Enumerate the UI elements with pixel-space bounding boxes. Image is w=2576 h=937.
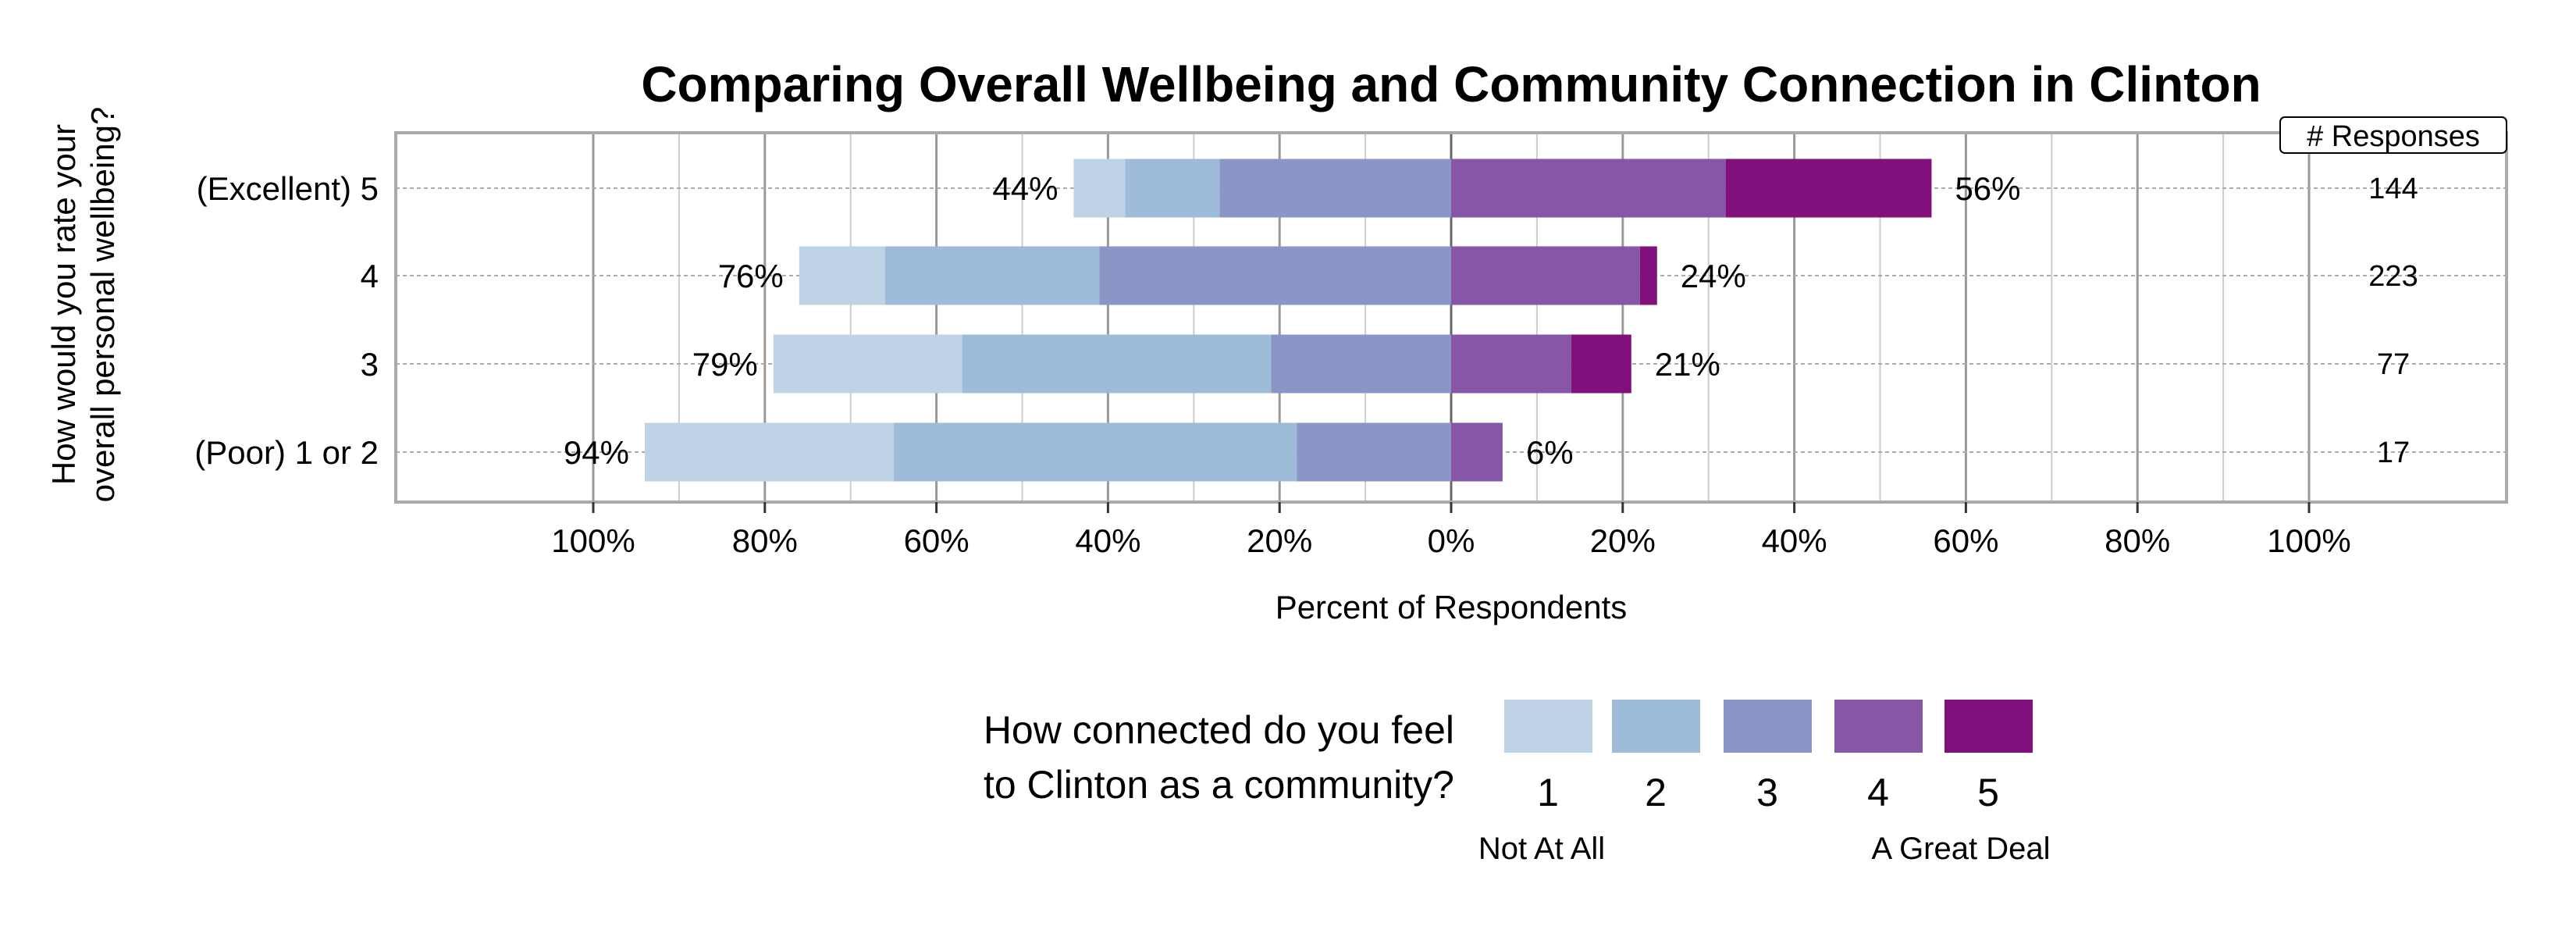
response-count: 17 <box>2377 436 2410 469</box>
x-tick-label: 40% <box>1075 522 1140 559</box>
bar-segment-3 <box>1297 422 1451 482</box>
response-count: 223 <box>2368 260 2418 293</box>
chart-title: Comparing Overall Wellbeing and Communit… <box>641 56 2261 112</box>
bar-segment-4 <box>1451 246 1640 305</box>
bar-segment-3 <box>1271 334 1451 394</box>
x-axis: 100% 80% 60% 40% 20% 0% 20% 40% 60% 80% 100% <box>551 502 2351 559</box>
y-tick-label: 3 <box>361 346 379 383</box>
bar-segment-2 <box>893 422 1297 482</box>
bar-segment-1 <box>644 422 894 482</box>
x-tick-label: 60% <box>1933 522 1998 559</box>
responses-header-text: # Responses <box>2307 120 2480 153</box>
x-tick-label: 60% <box>904 522 970 559</box>
negative-percent-label: 76% <box>718 258 784 294</box>
legend-title-line-2: to Clinton as a community? <box>984 763 1454 807</box>
legend-label-2: 2 <box>1645 771 1667 814</box>
legend-swatch-1 <box>1504 700 1592 753</box>
bar-segment-1 <box>799 246 885 305</box>
response-count: 144 <box>2368 173 2418 205</box>
legend-swatch-3 <box>1724 700 1812 753</box>
responses-column: 144 223 77 17 <box>2368 173 2418 469</box>
legend-swatch-5 <box>1944 700 2033 753</box>
bar-segment-3 <box>1099 246 1451 305</box>
responses-header: # Responses <box>2279 116 2507 154</box>
legend-high-label: A Great Deal <box>1871 832 2050 866</box>
positive-percent-label: 56% <box>1955 170 2020 207</box>
legend: How connected do you feel to Clinton as … <box>984 700 2051 866</box>
x-tick-label: 20% <box>1247 522 1312 559</box>
bars <box>644 159 1932 482</box>
x-tick-label: 80% <box>732 522 798 559</box>
positive-percent-label: 21% <box>1655 346 1720 383</box>
legend-swatch-2 <box>1612 700 1700 753</box>
legend-label-3: 3 <box>1756 771 1778 814</box>
positive-percent-label: 24% <box>1681 258 1746 294</box>
legend-swatch-4 <box>1834 700 1923 753</box>
bar-segment-5 <box>1639 246 1657 305</box>
legend-low-label: Not At All <box>1478 832 1605 866</box>
bar-segment-5 <box>1571 334 1631 394</box>
bar-segment-2 <box>962 334 1272 394</box>
y-tick-label: 4 <box>361 258 379 294</box>
y-axis: (Excellent) 5 4 3 (Poor) 1 or 2 <box>194 170 379 471</box>
y-tick-label: (Excellent) 5 <box>197 170 379 207</box>
bar-segment-2 <box>884 246 1100 305</box>
bar-segment-4 <box>1451 159 1726 218</box>
bar-segment-1 <box>1073 159 1126 218</box>
negative-percent-label: 44% <box>992 170 1058 207</box>
response-count: 77 <box>2377 348 2410 381</box>
bar-segment-4 <box>1451 334 1571 394</box>
y-tick-label: (Poor) 1 or 2 <box>194 434 379 471</box>
legend-title-line-1: How connected do you feel <box>984 708 1454 752</box>
bar-segment-5 <box>1725 159 1932 218</box>
negative-percent-label: 79% <box>692 346 758 383</box>
bar-segment-4 <box>1451 422 1503 482</box>
bar-labels: 44% 56% 76% 24% 79% 21% 94% 6% <box>564 170 2021 471</box>
x-tick-label: 40% <box>1762 522 1827 559</box>
positive-percent-label: 6% <box>1526 434 1574 471</box>
negative-percent-label: 94% <box>564 434 629 471</box>
y-axis-title-line-1: How would you rate your <box>45 124 82 485</box>
y-axis-title: How would you rate your overall personal… <box>45 107 121 503</box>
y-axis-title-line-2: overall personal wellbeing? <box>84 107 121 503</box>
x-tick-label: 20% <box>1590 522 1656 559</box>
legend-label-1: 1 <box>1537 771 1559 814</box>
x-tick-label: 80% <box>2105 522 2170 559</box>
x-axis-title: Percent of Respondents <box>1276 589 1628 625</box>
x-tick-label: 100% <box>551 522 635 559</box>
legend-label-5: 5 <box>1977 771 1999 814</box>
legend-label-4: 4 <box>1867 771 1889 814</box>
bar-segment-2 <box>1125 159 1220 218</box>
bar-segment-3 <box>1219 159 1451 218</box>
bar-segment-1 <box>773 334 962 394</box>
x-tick-label: 0% <box>1428 522 1475 559</box>
x-tick-label: 100% <box>2267 522 2350 559</box>
